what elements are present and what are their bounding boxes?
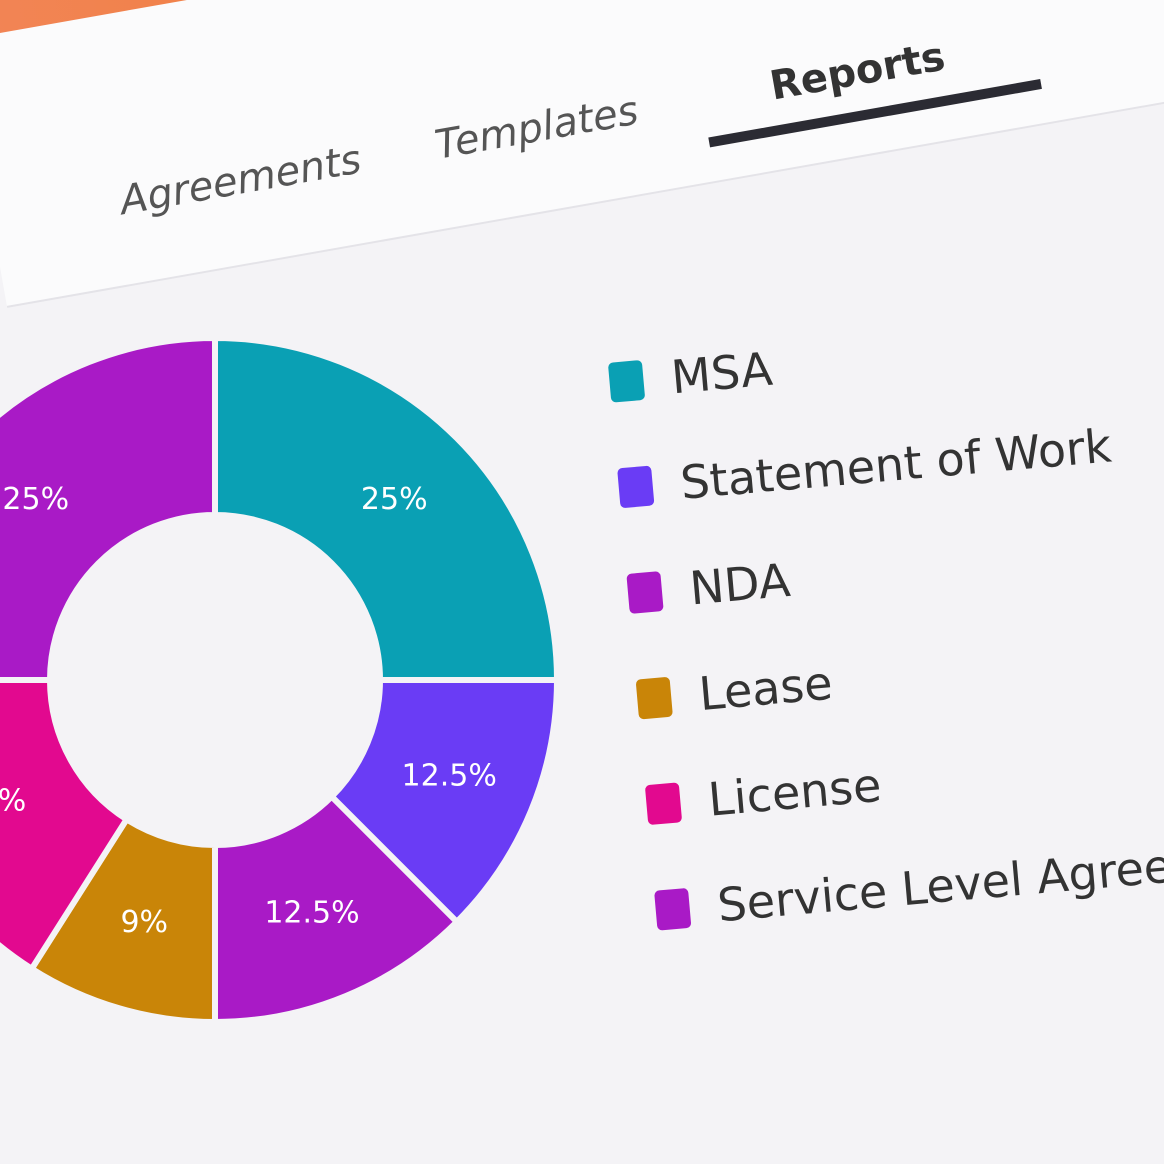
donut-segment: [212, 792, 462, 1026]
legend-label: License: [705, 757, 884, 827]
donut-segment: [0, 677, 131, 973]
donut-segment: [327, 677, 561, 927]
legend-swatch: [607, 359, 646, 403]
legend-label: Statement of Work: [678, 418, 1114, 510]
data-label: 16%: [0, 784, 26, 819]
data-label: 9%: [120, 905, 168, 940]
legend-swatch: [635, 676, 673, 720]
data-label: 25%: [361, 482, 428, 517]
legend-swatch: [654, 887, 692, 931]
legend-label: MSA: [669, 341, 775, 405]
legend-label: Service Level Agree: [715, 838, 1164, 933]
data-label: 12.5%: [402, 759, 497, 794]
legend: MSA Statement of Work NDA Lease License Servi…: [605, 285, 1164, 964]
legend-label: NDA: [687, 552, 793, 616]
legend-label: Lease: [696, 655, 835, 722]
data-label: 12.5%: [264, 896, 359, 931]
legend-swatch: [626, 571, 664, 614]
donut-segment: [212, 334, 561, 683]
donut-segment: [0, 334, 218, 683]
legend-swatch: [644, 782, 683, 826]
data-label: 25%: [2, 482, 69, 517]
legend-swatch: [617, 465, 655, 509]
